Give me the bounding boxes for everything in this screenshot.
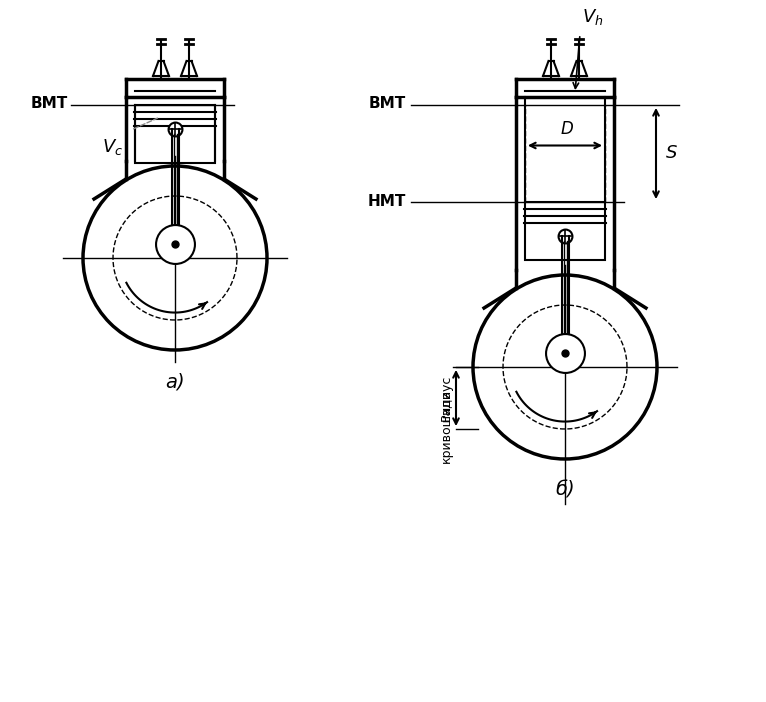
Bar	[135, 105, 215, 163]
Text: D: D	[561, 121, 574, 138]
Text: кривошипа: кривошипа	[440, 389, 453, 463]
Text: НМТ: НМТ	[368, 194, 406, 208]
Text: ВМТ: ВМТ	[31, 96, 68, 112]
Text: ВМТ: ВМТ	[368, 96, 406, 112]
Text: б): б)	[555, 481, 574, 500]
Text: $V_c$: $V_c$	[103, 137, 123, 157]
Text: а): а)	[165, 372, 185, 391]
Text: S: S	[666, 145, 677, 162]
Text: $V_h$: $V_h$	[582, 7, 604, 27]
Text: Радиус: Радиус	[440, 375, 453, 421]
Bar	[525, 202, 605, 260]
